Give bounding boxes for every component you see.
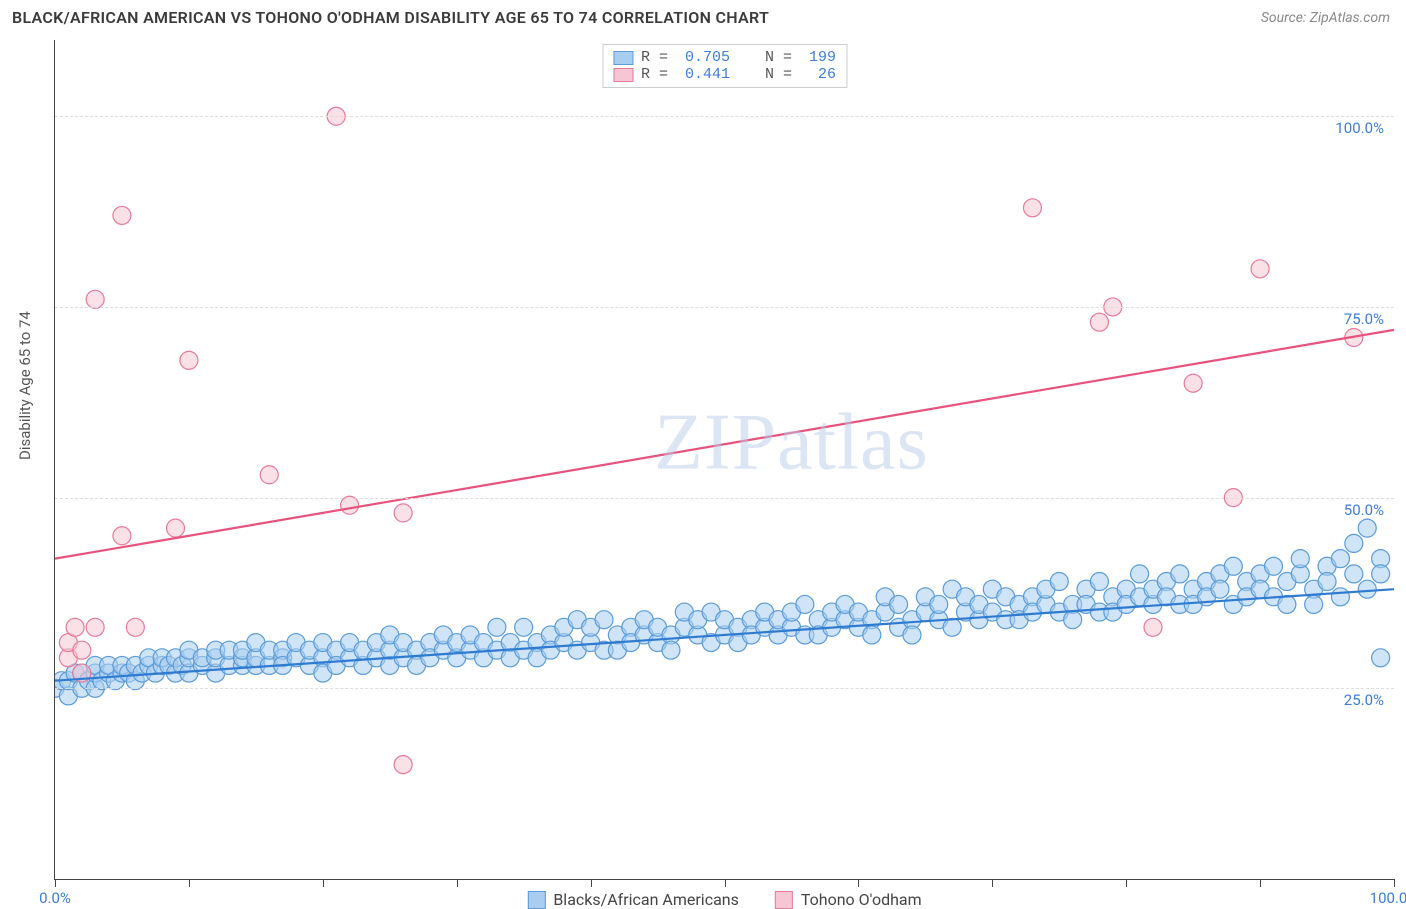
- series-legend: Blacks/African Americans Tohono O'odham: [527, 890, 921, 909]
- y-axis-label: Disability Age 65 to 74: [16, 311, 34, 460]
- y-tick-label: 25.0%: [1344, 691, 1384, 709]
- scatter-plot: [55, 40, 1394, 879]
- legend-row: R = 0.705 N = 199: [613, 49, 836, 66]
- legend-item: Tohono O'odham: [775, 890, 922, 909]
- y-tick-label: 75.0%: [1344, 310, 1384, 328]
- legend-row: R = 0.441 N = 26: [613, 66, 836, 83]
- y-tick-label: 50.0%: [1344, 501, 1384, 519]
- y-tick-label: 100.0%: [1335, 119, 1384, 137]
- correlation-legend: R = 0.705 N = 199R = 0.441 N = 26: [602, 44, 847, 88]
- chart-area: Disability Age 65 to 74 ZIPatlas R = 0.7…: [54, 40, 1394, 880]
- legend-item: Blacks/African Americans: [527, 890, 739, 909]
